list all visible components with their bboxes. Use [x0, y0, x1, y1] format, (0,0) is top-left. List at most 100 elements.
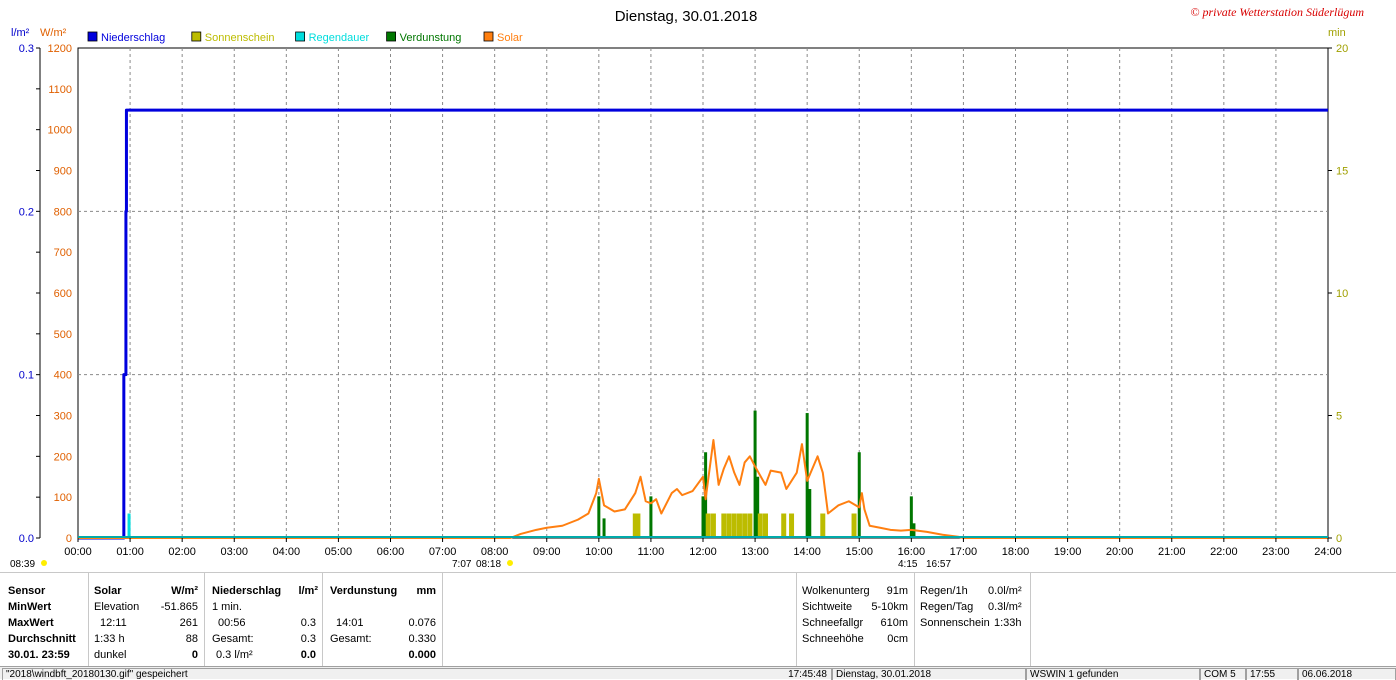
- chart-axes: 00:00 01:00 02:00 03:00 04:00 05:00 06:00 07:00…: [19, 43, 1349, 558]
- y3-tick-label: 10: [1336, 288, 1348, 300]
- solar-value: -51.865: [160, 601, 198, 613]
- solar-label: dunkel: [94, 649, 127, 661]
- bar-verdunstung: [649, 496, 653, 538]
- statistics-panel: Sensor MinWert MaxWert Durchschnitt 30.0…: [0, 572, 1396, 667]
- verdunstung-unit: mm: [416, 585, 436, 597]
- x-tick-label: 00:00: [64, 546, 92, 558]
- bar-sonnenschein: [731, 513, 737, 538]
- y2-tick-label: 800: [54, 206, 72, 218]
- chart-title: Dienstag, 30.01.2018: [615, 8, 758, 25]
- y3-tick-label: 5: [1336, 411, 1342, 423]
- verdunstung-value: 0.000: [408, 649, 436, 661]
- status-today: 06.06.2018: [1298, 668, 1396, 680]
- bar-sonnenschein: [747, 513, 753, 538]
- bar-sonnenschein: [632, 513, 638, 538]
- solar-label: 1:33 h: [94, 633, 125, 645]
- bar-verdunstung: [756, 476, 760, 538]
- status-wswin: WSWIN 1 gefunden: [1026, 668, 1200, 680]
- x-tick-label: 07:00: [429, 546, 457, 558]
- x-tick-label: 22:00: [1210, 546, 1238, 558]
- regen-value: 0.0l/m²: [988, 585, 1022, 597]
- y2-tick-label: 900: [54, 166, 72, 178]
- verdunstung-column: Verdunstung mm 14:01 0.076 Gesamt: 0.330…: [322, 573, 443, 667]
- chart-grid: [77, 47, 1329, 539]
- weather-chart: Dienstag, 30.01.2018 © private Wettersta…: [10, 5, 1364, 570]
- niederschlag-label: 00:56: [218, 617, 246, 629]
- x-tick-label: 11:00: [638, 546, 665, 558]
- y3-tick-label: 20: [1336, 43, 1348, 55]
- sun-icon: [41, 560, 47, 566]
- verdunstung-header: Verdunstung: [330, 585, 398, 597]
- solar-header: Solar: [94, 585, 122, 597]
- bar-sonnenschein: [726, 513, 732, 538]
- legend-label: Solar: [497, 32, 523, 44]
- legend-swatch: [87, 31, 98, 42]
- sensor-row: Durchschnitt: [8, 633, 76, 645]
- verdunstung-label: 14:01: [336, 617, 364, 629]
- verdunstung-value: 0.330: [408, 633, 436, 645]
- x-tick-label: 02:00: [168, 546, 196, 558]
- bar-sonnenschein: [705, 513, 711, 538]
- wolken-column: Wolkenunterg 91m Sichtweite 5-10km Schne…: [796, 573, 915, 667]
- x-tick-label: 10:00: [585, 546, 613, 558]
- bar-sonnenschein: [757, 513, 763, 538]
- moon-set-label: 08:39: [10, 559, 35, 570]
- bar-sonnenschein: [820, 513, 826, 538]
- bar-verdunstung: [909, 496, 913, 538]
- niederschlag-column: Niederschlag l/m² 1 min. 00:56 0.3 Gesam…: [204, 573, 323, 667]
- bar-sonnenschein: [851, 513, 857, 538]
- x-tick-label: 15:00: [845, 546, 873, 558]
- niederschlag-value: 0.3: [300, 633, 316, 645]
- chart-lines: [78, 108, 1328, 540]
- niederschlag-label: Gesamt:: [212, 633, 254, 645]
- status-file-segment: "2018\windbft_20180130.gif" gespeichert …: [2, 668, 832, 680]
- bar-sonnenschein: [736, 513, 742, 538]
- left-axis-1-unit: l/m²: [11, 27, 30, 39]
- bar-verdunstung: [701, 496, 705, 538]
- x-tick-label: 14:00: [793, 546, 821, 558]
- left-axis-2-unit: W/m²: [40, 27, 67, 39]
- status-file: "2018\windbft_20180130.gif" gespeichert: [6, 669, 188, 680]
- x-tick-label: 12:00: [689, 546, 717, 558]
- y2-tick-label: 200: [54, 451, 72, 463]
- x-tick-label: 19:00: [1054, 546, 1082, 558]
- solar-label: 12:11: [100, 617, 127, 629]
- x-tick-label: 06:00: [377, 546, 405, 558]
- regen-label: Sonnenschein: [920, 617, 990, 629]
- x-tick-label: 03:00: [220, 546, 248, 558]
- x-tick-label: 20:00: [1106, 546, 1134, 558]
- regen-value: 0.3l/m²: [988, 601, 1022, 613]
- sun-icon: [507, 560, 513, 566]
- panel-spacer: [442, 573, 797, 667]
- niederschlag-unit: l/m²: [298, 585, 318, 597]
- y2-tick-label: 600: [54, 288, 72, 300]
- x-tick-label: 05:00: [325, 546, 353, 558]
- legend-swatch: [191, 31, 202, 42]
- regen-column: Regen/1h 0.0l/m² Regen/Tag 0.3l/m² Sonne…: [914, 573, 1031, 667]
- status-clock: 17:55: [1246, 668, 1298, 680]
- niederschlag-label: 1 min.: [212, 601, 242, 613]
- legend-label: Verdunstung: [400, 32, 462, 44]
- y1-tick-label: 0.2: [19, 206, 34, 218]
- bar-sonnenschein: [721, 513, 727, 538]
- x-tick-label: 13:00: [741, 546, 769, 558]
- bar-sonnenschein: [789, 513, 795, 538]
- y2-tick-label: 700: [54, 247, 72, 259]
- y2-tick-label: 0: [66, 533, 72, 545]
- wolken-value: 5-10km: [871, 601, 908, 613]
- bar-verdunstung: [602, 518, 606, 538]
- status-date: Dienstag, 30.01.2018: [832, 668, 1026, 680]
- y2-tick-label: 400: [54, 370, 72, 382]
- niederschlag-value: 0.0: [300, 649, 316, 661]
- x-tick-label: 08:00: [481, 546, 509, 558]
- bar-sonnenschein: [742, 513, 748, 538]
- sun-markers: 08:39 7:07 08:18 4:15 16:57: [10, 559, 951, 570]
- status-time: 17:45:48: [788, 669, 827, 680]
- bar-verdunstung: [753, 410, 757, 538]
- x-tick-label: 23:00: [1262, 546, 1290, 558]
- regen-label: Regen/1h: [920, 585, 968, 597]
- niederschlag-label: 0.3 l/m²: [216, 649, 253, 661]
- y2-tick-label: 300: [54, 411, 72, 423]
- sensor-row: MaxWert: [8, 617, 54, 629]
- bar-verdunstung: [857, 452, 861, 538]
